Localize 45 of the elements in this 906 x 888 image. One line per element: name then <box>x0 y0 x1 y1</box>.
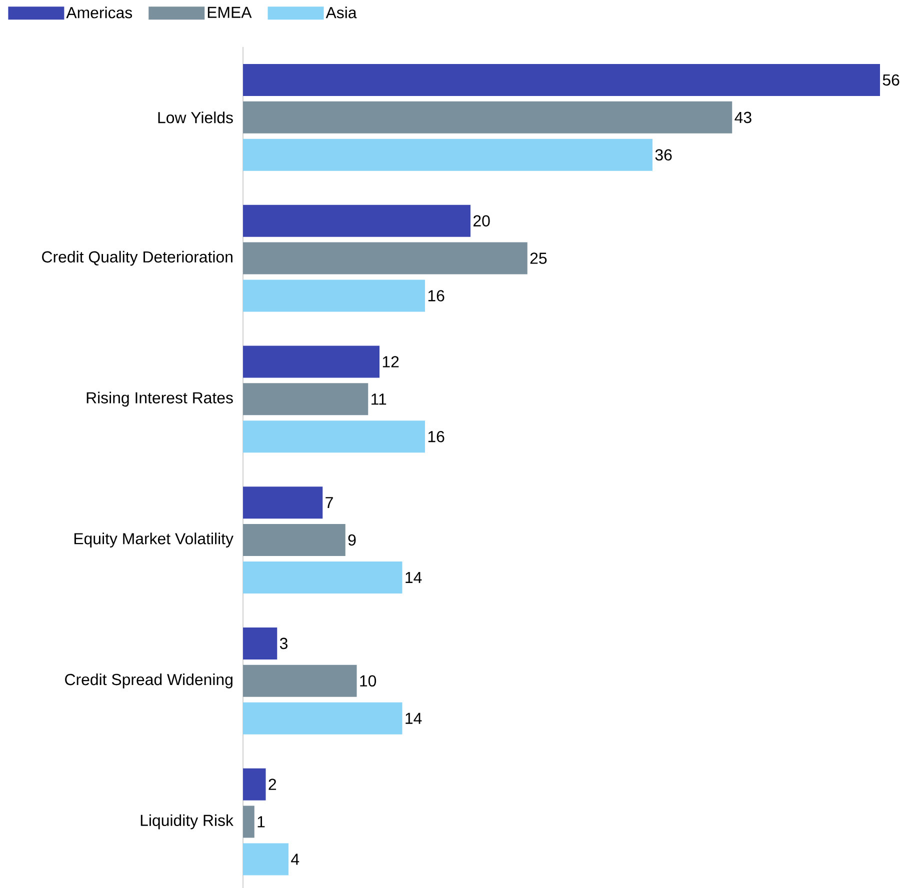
bar <box>243 806 254 838</box>
bar <box>243 768 266 800</box>
bar <box>243 101 732 134</box>
bar <box>243 204 471 237</box>
data-label: 2 <box>268 778 276 790</box>
data-label: 4 <box>291 854 300 865</box>
bar <box>243 242 528 274</box>
legend-label: EMEA <box>208 6 252 18</box>
bar <box>243 843 289 876</box>
bar <box>243 420 426 453</box>
data-label: 43 <box>734 112 752 124</box>
data-label: 1 <box>258 816 265 828</box>
data-label: 7 <box>326 497 333 508</box>
y-tick-label: Low Yields <box>158 112 233 124</box>
bar <box>243 280 426 312</box>
data-label: 36 <box>655 149 672 161</box>
data-label: 25 <box>530 252 547 264</box>
bar <box>243 486 323 519</box>
y-tick-label: Credit Spread Widening <box>65 673 232 688</box>
y-tick-label: Equity Market Volatility <box>74 532 234 548</box>
data-label: 10 <box>360 675 376 687</box>
data-label: 20 <box>474 215 490 226</box>
bar <box>243 383 368 416</box>
bar <box>243 664 357 697</box>
bar <box>243 702 402 734</box>
data-label: 16 <box>428 290 444 302</box>
y-tick-label: Credit Quality Deterioration <box>42 250 232 266</box>
legend-label: Asia <box>326 6 357 18</box>
bar <box>243 562 402 594</box>
data-label: 9 <box>348 534 356 546</box>
bar <box>243 627 278 660</box>
y-tick-label: Liquidity Risk <box>140 814 234 830</box>
bar <box>243 64 880 96</box>
data-label: 12 <box>382 356 399 368</box>
data-label: 14 <box>406 572 422 583</box>
data-label: 16 <box>428 430 444 442</box>
data-label: 56 <box>882 74 900 86</box>
legend-label: Americas <box>66 6 132 18</box>
bar <box>243 138 653 171</box>
data-label: 11 <box>372 394 386 405</box>
data-label: 3 <box>280 638 288 650</box>
y-tick-label: Rising Interest Rates <box>86 392 233 407</box>
bar <box>243 524 346 556</box>
bar <box>243 346 380 378</box>
data-label: 14 <box>406 712 422 724</box>
